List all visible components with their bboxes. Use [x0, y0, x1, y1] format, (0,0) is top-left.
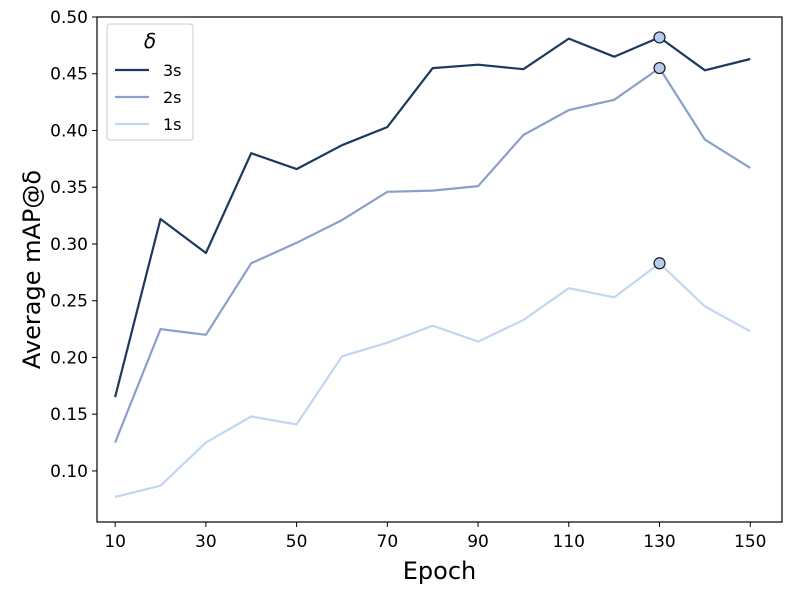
- legend-items: 3s 2s 1s: [115, 61, 182, 134]
- y-tick-label: 0.10: [50, 462, 88, 482]
- ticks-layer: 10 30 50 70 90 110 130 150 0.10 0.15 0.20 0.25 0.30 0…: [50, 8, 766, 552]
- highlight-markers: [653, 31, 666, 270]
- y-tick-label: 0.45: [50, 65, 88, 85]
- y-tick-label: 0.40: [50, 121, 88, 141]
- legend-label-3s: 3s: [163, 61, 182, 80]
- x-tick-label: 130: [643, 532, 675, 552]
- series-line-1s: [114, 262, 751, 499]
- legend-box: [106, 23, 194, 141]
- x-tick-label: 50: [286, 532, 308, 552]
- series-line-2s: [114, 66, 751, 444]
- x-tick-label: 110: [553, 532, 585, 552]
- y-tick-label: 0.20: [50, 348, 88, 368]
- x-tick-label: 70: [377, 532, 399, 552]
- series-layer: [114, 36, 751, 499]
- max-marker-1s: [653, 257, 666, 270]
- x-tick-label: 150: [734, 532, 766, 552]
- y-tick-label: 0.50: [50, 8, 88, 28]
- legend-label-1s: 1s: [163, 115, 182, 134]
- x-tick-label: 10: [104, 532, 126, 552]
- x-tick-label: 30: [195, 532, 217, 552]
- y-axis-label: Average mAP@δ: [18, 170, 46, 369]
- y-tick-label: 0.15: [50, 405, 88, 425]
- y-tick-label: 0.25: [50, 292, 88, 312]
- legend-label-2s: 2s: [163, 88, 182, 107]
- x-axis-label: Epoch: [403, 557, 477, 585]
- max-marker-3s: [653, 31, 666, 44]
- y-tick-label: 0.30: [50, 235, 88, 255]
- series-line-3s: [114, 36, 751, 398]
- max-marker-2s: [653, 61, 666, 75]
- y-tick-label: 0.35: [50, 178, 88, 198]
- plot-frame: [96, 16, 783, 523]
- legend-title: δ: [144, 29, 156, 53]
- x-tick-label: 90: [467, 532, 489, 552]
- legend: δ 3s 2s 1s: [106, 23, 194, 141]
